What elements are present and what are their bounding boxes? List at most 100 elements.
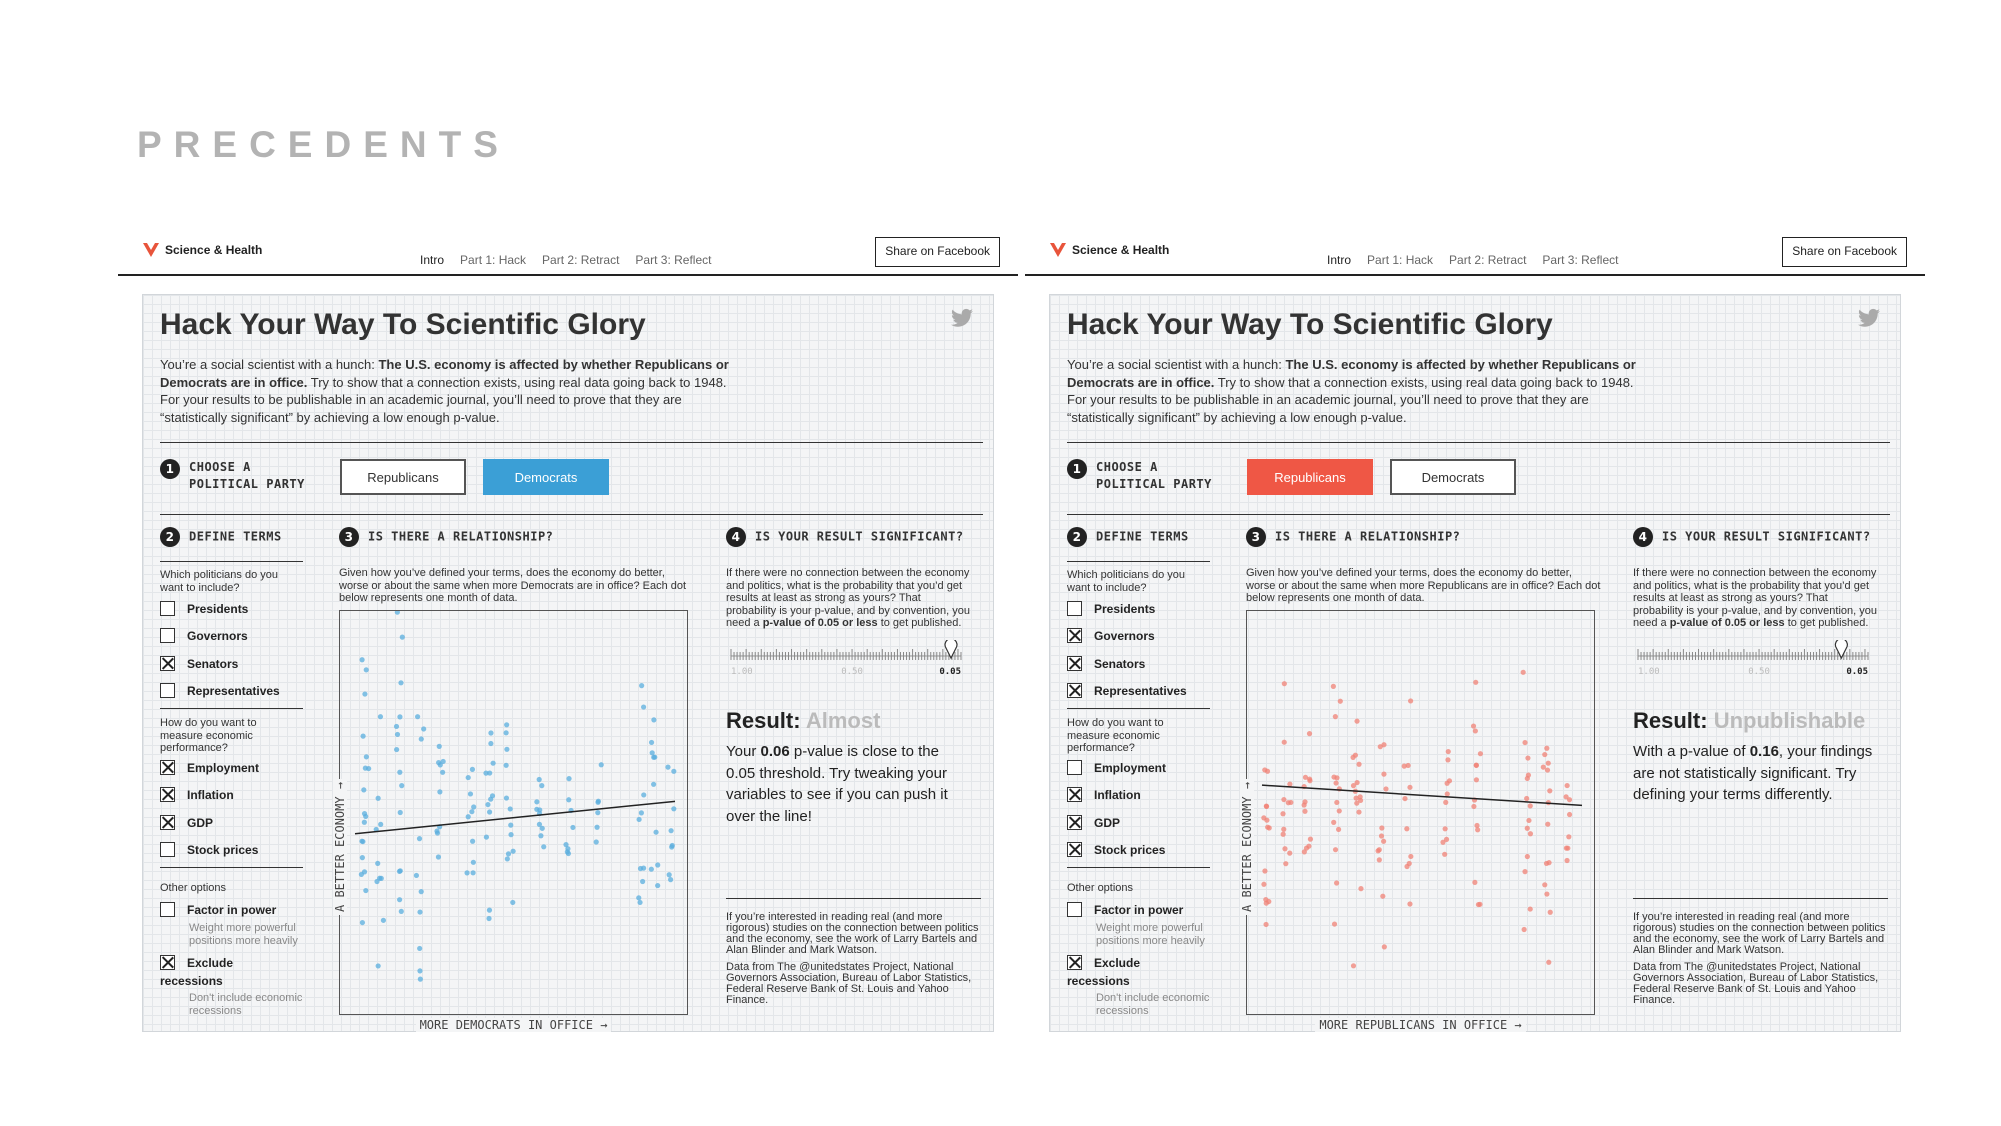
step-number: 1	[1067, 459, 1087, 479]
checkbox-inflation[interactable]: Inflation	[160, 787, 234, 802]
checkbox-label: Stock prices	[1094, 842, 1166, 857]
share-facebook-button[interactable]: Share on Facebook	[1782, 237, 1907, 267]
checkbox-icon[interactable]	[160, 842, 175, 857]
checkbox-icon[interactable]	[1067, 842, 1082, 857]
checkbox-icon[interactable]	[1067, 955, 1082, 970]
checkbox-stock-prices[interactable]: Stock prices	[1067, 842, 1165, 857]
checkbox-icon[interactable]	[160, 683, 175, 698]
checkbox-governors[interactable]: Governors	[160, 628, 248, 643]
checkbox-icon[interactable]	[1067, 683, 1082, 698]
tab-part-2[interactable]: Part 2: Retract	[542, 253, 620, 267]
checkbox-icon[interactable]	[160, 787, 175, 802]
data-point	[1473, 679, 1479, 685]
checkbox-employment[interactable]: Employment	[160, 760, 259, 775]
checkbox-icon[interactable]	[1067, 760, 1082, 775]
data-point	[435, 854, 442, 860]
data-point	[534, 799, 540, 805]
step-4-heading: 4 IS YOUR RESULT SIGNIFICANT?	[726, 527, 964, 547]
tab-part-1[interactable]: Part 1: Hack	[1367, 253, 1434, 267]
checkbox-exclude-recessions[interactable]: Exclude	[160, 955, 233, 970]
checkbox-representatives[interactable]: Representatives	[1067, 683, 1187, 698]
result-status: Unpublishable	[1713, 708, 1866, 733]
data-point	[504, 746, 510, 752]
data-point	[399, 783, 405, 789]
divider	[160, 708, 303, 709]
data-point	[471, 804, 477, 810]
republicans-button[interactable]: Republicans	[1247, 459, 1373, 495]
step-2-title: DEFINE TERMS	[189, 529, 282, 544]
section-brand[interactable]: Science & Health	[1050, 242, 1169, 258]
checkbox-icon[interactable]	[160, 656, 175, 671]
checkbox-employment[interactable]: Employment	[1067, 760, 1166, 775]
checkbox-icon[interactable]	[1067, 601, 1082, 616]
checkbox-icon[interactable]	[160, 902, 175, 917]
checkbox-icon[interactable]	[160, 601, 175, 616]
exclude-recessions-label-line-2: recessions	[160, 974, 223, 988]
data-point	[669, 842, 675, 849]
checkbox-gdp[interactable]: GDP	[1067, 815, 1120, 830]
checkbox-icon[interactable]	[1067, 815, 1082, 830]
tab-part-3[interactable]: Part 3: Reflect	[635, 253, 712, 267]
checkbox-exclude-recessions[interactable]: Exclude	[1067, 955, 1140, 970]
x-axis-label: MORE DEMOCRATS IN OFFICE →	[339, 1018, 688, 1032]
checkbox-icon[interactable]	[1067, 628, 1082, 643]
data-point	[655, 862, 661, 868]
democrats-button[interactable]: Democrats	[483, 459, 609, 495]
data-point	[1330, 683, 1336, 689]
data-point	[1444, 780, 1450, 786]
share-facebook-button[interactable]: Share on Facebook	[875, 237, 1000, 267]
data-point	[1473, 762, 1479, 768]
data-point	[464, 870, 470, 876]
checkbox-governors[interactable]: Governors	[1067, 628, 1155, 643]
p-value-marker[interactable]	[1834, 638, 1848, 660]
checkbox-stock-prices[interactable]: Stock prices	[160, 842, 258, 857]
democrats-button[interactable]: Democrats	[1390, 459, 1516, 495]
checkbox-senators[interactable]: Senators	[160, 656, 238, 671]
data-point	[417, 909, 423, 915]
checkbox-presidents[interactable]: Presidents	[160, 601, 248, 616]
twitter-icon[interactable]	[1858, 308, 1880, 328]
checkbox-icon[interactable]	[1067, 787, 1082, 802]
checkbox-representatives[interactable]: Representatives	[160, 683, 280, 698]
tab-part-2[interactable]: Part 2: Retract	[1449, 253, 1527, 267]
data-point	[1524, 795, 1530, 802]
tab-part-3[interactable]: Part 3: Reflect	[1542, 253, 1619, 267]
data-point	[505, 851, 512, 857]
checkbox-presidents[interactable]: Presidents	[1067, 601, 1155, 616]
data-point	[595, 799, 601, 805]
checkbox-senators[interactable]: Senators	[1067, 656, 1145, 671]
data-point	[1303, 845, 1310, 851]
checkbox-icon[interactable]	[1067, 902, 1082, 917]
step-number: 3	[1246, 527, 1266, 547]
checkbox-icon[interactable]	[1067, 656, 1082, 671]
checkbox-icon[interactable]	[160, 628, 175, 643]
data-point	[507, 806, 513, 812]
data-point	[417, 945, 423, 952]
checkbox-gdp[interactable]: GDP	[160, 815, 213, 830]
data-point	[1265, 824, 1271, 830]
data-point	[1563, 794, 1569, 800]
republicans-button[interactable]: Republicans	[340, 459, 466, 495]
checkbox-factor-in-power[interactable]: Factor in power	[160, 902, 276, 917]
data-point	[1524, 825, 1530, 831]
data-point	[465, 814, 471, 820]
tab-part-1[interactable]: Part 1: Hack	[460, 253, 527, 267]
y-axis-label: A BETTER ECONOMY →	[333, 778, 347, 915]
step-1-heading: 1 CHOOSE A POLITICAL PARTY	[1067, 459, 1212, 493]
section-brand[interactable]: Science & Health	[143, 242, 262, 258]
tab-intro[interactable]: Intro	[420, 253, 445, 267]
scatter-plot	[1246, 610, 1595, 1015]
checkbox-icon[interactable]	[160, 815, 175, 830]
checkbox-icon[interactable]	[160, 955, 175, 970]
checkbox-factor-in-power[interactable]: Factor in power	[1067, 902, 1183, 917]
tab-intro[interactable]: Intro	[1327, 253, 1352, 267]
intro-paragraph: You’re a social scientist with a hunch: …	[160, 356, 735, 426]
twitter-icon[interactable]	[951, 308, 973, 328]
checkbox-icon[interactable]	[160, 760, 175, 775]
checkbox-inflation[interactable]: Inflation	[1067, 787, 1141, 802]
data-point	[1381, 771, 1387, 777]
significance-text-rest: to get published.	[1784, 617, 1869, 629]
data-point	[361, 787, 367, 793]
checkbox-label: Exclude	[1094, 955, 1141, 970]
data-point	[648, 739, 655, 746]
